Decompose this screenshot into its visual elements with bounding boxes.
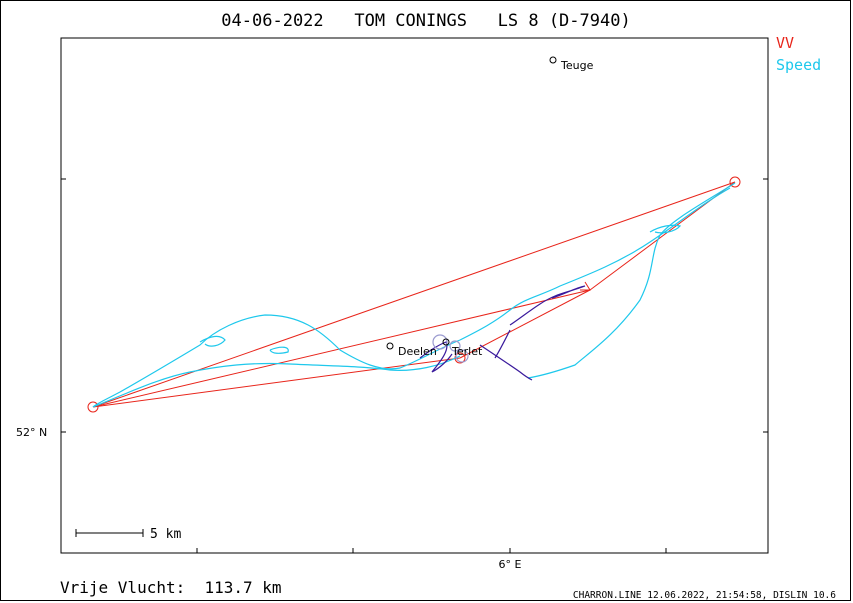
track-circle-2: [455, 349, 469, 363]
place-terlet-label: Terlet: [451, 345, 483, 358]
track-thermal-west: [199, 335, 226, 347]
track-fast: [92, 182, 736, 408]
track-circle-1: [432, 334, 448, 350]
task-leg-2: [92, 357, 461, 408]
track-east-return: [527, 182, 736, 379]
places: Teuge Deelen Terlet: [386, 56, 594, 358]
turnpoint-east: [729, 176, 741, 188]
task-leg-1: [92, 181, 736, 408]
track-west-return: [92, 355, 461, 408]
legend-vv: VV: [776, 34, 794, 52]
track-outbound: [459, 187, 731, 341]
place-deelen-marker: [386, 342, 394, 350]
legend-speed: Speed: [776, 56, 821, 74]
task-leg-6: [580, 281, 591, 291]
map-title: 04-06-2022 TOM CONINGS LS 8 (D-7940): [221, 11, 630, 31]
distance-label: Vrije Vlucht: 113.7 km: [60, 578, 282, 597]
place-terlet-marker: [442, 338, 450, 346]
track-glide-south: [479, 344, 533, 381]
track-circle-3: [449, 340, 461, 352]
longitude-label: 6° E: [499, 558, 522, 571]
track-glide-north: [494, 329, 511, 359]
place-teuge-label: Teuge: [560, 59, 594, 72]
track-thermal-mid: [269, 346, 289, 354]
turnpoint-west: [87, 401, 99, 413]
place-deelen-label: Deelen: [398, 345, 437, 358]
axis-ticks: [61, 178, 768, 553]
track-slow: [419, 285, 586, 381]
plot-area: [60, 37, 769, 554]
place-teuge-marker: [549, 56, 557, 64]
credit-label: CHARRON.LINE 12.06.2022, 21:54:58, DISLI…: [573, 590, 836, 601]
track-climb-terlet: [419, 341, 453, 373]
track-thermal-east: [649, 224, 682, 234]
latitude-label: 52° N: [16, 426, 47, 439]
task-route: [87, 176, 741, 413]
scale-bar-label: 5 km: [150, 527, 181, 542]
task-leg-4: [92, 289, 591, 408]
track-west-out: [92, 314, 461, 408]
track-climb-east: [509, 285, 586, 326]
scale-bar: [75, 529, 144, 537]
